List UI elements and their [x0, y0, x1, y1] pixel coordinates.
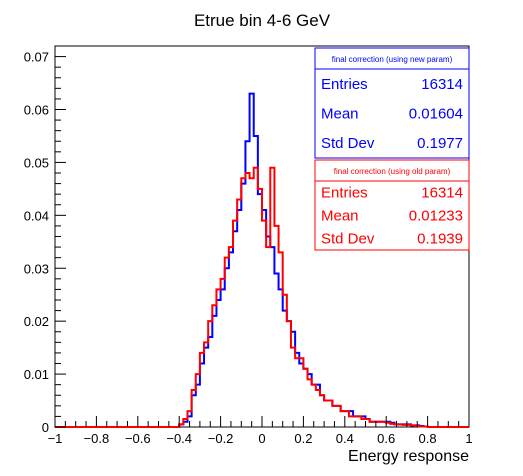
stats-value: 16314 [421, 76, 463, 93]
x-tick-label: −0.4 [166, 431, 192, 446]
stats-label: Entries [321, 76, 368, 93]
y-tick-label: 0.05 [24, 155, 49, 170]
x-tick-label: 0 [258, 431, 265, 446]
stats-box-frame [314, 47, 470, 159]
stats-value: 0.01604 [409, 106, 463, 123]
x-tick-label: −0.6 [125, 431, 151, 446]
stats-box-frame [314, 159, 470, 251]
y-tick-label: 0.07 [24, 50, 49, 65]
stats-label: Entries [321, 185, 368, 202]
stats-label: Mean [321, 106, 359, 123]
y-tick-label: 0.03 [24, 261, 49, 276]
y-tick-label: 0.04 [24, 208, 49, 223]
stats-box-2: final correction (using old param) Entrie… [314, 159, 470, 251]
x-tick-label: −0.8 [84, 431, 110, 446]
x-tick-label: 0.2 [294, 431, 312, 446]
x-tick-label: 0.6 [377, 431, 395, 446]
x-axis-label: Energy response [348, 448, 469, 465]
stats-box-header: final correction (using old param) [334, 167, 451, 176]
x-tick-label: −1 [48, 431, 63, 446]
stats-value: 0.01233 [409, 208, 463, 225]
y-tick-label: 0 [42, 420, 49, 435]
y-tick-label: 0.01 [24, 367, 49, 382]
y-tick-label: 0.02 [24, 314, 49, 329]
stats-box-header: final correction (using new param) [332, 55, 453, 64]
chart-title: Etrue bin 4-6 GeV [194, 11, 331, 30]
x-tick-label: 0.4 [336, 431, 354, 446]
y-tick-label: 0.06 [24, 103, 49, 118]
stats-value: 0.1939 [417, 231, 463, 248]
stats-label: Std Dev [321, 231, 375, 248]
x-tick-label: 1 [465, 431, 472, 446]
stats-value: 16314 [421, 185, 463, 202]
x-tick-label: 0.8 [419, 431, 437, 446]
stats-box-1: final correction (using new param) Entrie… [314, 47, 470, 159]
stats-label: Mean [321, 208, 359, 225]
x-tick-label: −0.2 [208, 431, 234, 446]
histogram-series-2 [55, 166, 469, 428]
plot-area: −1 −0.8 −0.6 −0.4 −0.2 0 0.2 0.4 0.6 0.8 1 0 0.01 0.0… [24, 45, 473, 446]
stats-label: Std Dev [321, 135, 375, 152]
stats-value: 0.1977 [417, 135, 463, 152]
